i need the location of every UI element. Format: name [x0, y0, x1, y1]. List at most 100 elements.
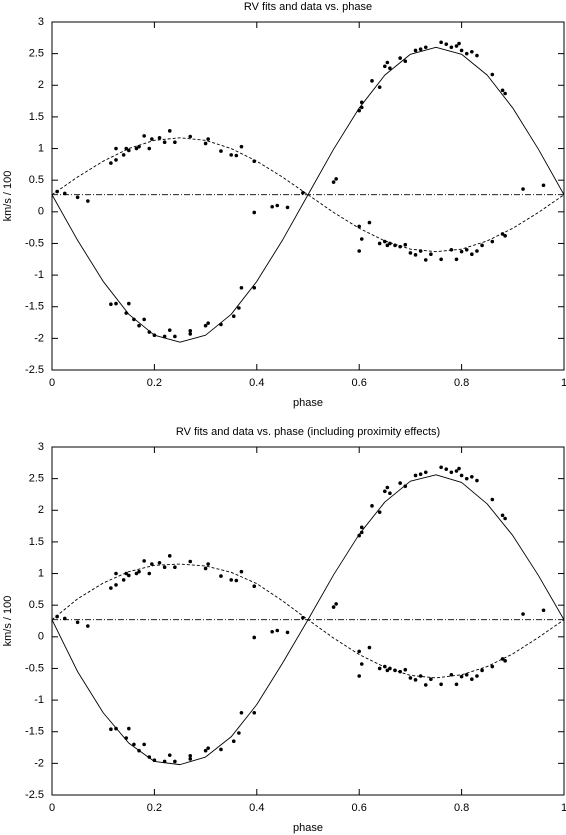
data-point: [383, 489, 387, 494]
data-point: [142, 559, 146, 563]
data-point: [252, 210, 257, 215]
data-point: [157, 560, 162, 565]
data-point: [464, 672, 469, 677]
data-point: [388, 241, 392, 246]
data-point: [439, 682, 443, 687]
data-point: [475, 674, 479, 678]
x-tick-label: 0.6: [352, 802, 367, 814]
data-point: [173, 334, 177, 339]
data-point: [301, 616, 305, 620]
y-tick-label: 0: [38, 206, 44, 218]
data-point: [370, 504, 374, 508]
data-point: [188, 134, 193, 139]
data-point: [162, 565, 167, 570]
data-point: [231, 314, 236, 319]
data-point: [423, 683, 428, 687]
data-point: [464, 51, 469, 56]
data-point: [147, 146, 152, 151]
data-point: [464, 476, 469, 481]
plot-frame: [51, 446, 565, 796]
data-point: [490, 239, 495, 244]
data-point: [541, 608, 546, 613]
y-axis-label: km/s / 100: [2, 171, 14, 222]
data-point: [203, 748, 208, 753]
data-point: [454, 44, 459, 48]
data-point: [439, 465, 443, 470]
data-point: [475, 249, 479, 253]
data-point: [239, 144, 244, 149]
data-point: [503, 234, 507, 238]
y-tick-label: -1.5: [25, 301, 44, 313]
data-point: [403, 484, 408, 489]
data-point: [398, 669, 402, 674]
data-point: [500, 88, 505, 93]
data-point: [359, 525, 364, 530]
data-point: [457, 41, 461, 46]
data-point: [449, 672, 454, 677]
data-point: [541, 183, 546, 188]
data-point: [383, 64, 387, 69]
data-point: [459, 249, 464, 254]
data-point: [188, 757, 193, 761]
data-point: [385, 60, 390, 65]
data-point: [127, 148, 131, 153]
data-point: [124, 146, 129, 151]
data-point: [359, 237, 364, 241]
data-point: [480, 668, 484, 673]
plot-frame: [51, 21, 565, 371]
data-point: [413, 473, 418, 478]
data-point: [75, 620, 80, 625]
data-point: [359, 530, 364, 535]
data-point: [162, 759, 167, 764]
data-point: [439, 257, 443, 262]
data-point: [109, 161, 113, 165]
y-tick-label: 0: [38, 631, 44, 643]
y-tick-label: 1: [38, 142, 44, 154]
data-point: [357, 108, 362, 113]
data-point: [359, 662, 364, 666]
data-point: [142, 742, 146, 747]
data-point: [393, 668, 397, 673]
data-point: [237, 731, 241, 735]
data-point: [418, 472, 423, 477]
data-point: [162, 140, 167, 145]
data-point: [357, 224, 362, 229]
data-point: [490, 72, 495, 77]
data-point: [357, 249, 362, 253]
data-point: [503, 91, 507, 96]
data-point: [150, 562, 154, 566]
data-point: [385, 485, 390, 490]
x-tick-label: 0.8: [454, 377, 469, 389]
data-point: [403, 59, 408, 64]
data-point: [188, 328, 193, 333]
y-tick-label: 0.5: [29, 174, 44, 186]
data-point: [114, 301, 118, 306]
data-point: [147, 330, 152, 334]
data-point: [334, 602, 338, 606]
data-point: [157, 135, 162, 140]
data-point: [237, 306, 241, 310]
data-point: [132, 317, 136, 322]
data-point: [275, 203, 280, 208]
data-point: [398, 56, 402, 60]
data-point: [385, 243, 390, 248]
data-point: [173, 759, 177, 764]
data-point: [449, 470, 454, 475]
data-point: [357, 674, 362, 678]
data-point: [357, 533, 362, 538]
y-tick-label: -0.5: [25, 662, 44, 674]
data-point: [63, 191, 67, 196]
data-point: [470, 49, 474, 54]
y-tick-label: -1: [34, 694, 44, 706]
data-point: [252, 584, 257, 588]
data-point: [439, 40, 443, 45]
data-point: [475, 53, 479, 58]
data-point: [275, 628, 280, 633]
data-point: [454, 257, 459, 262]
x-tick-label: 0: [49, 377, 55, 389]
y-axis-label: km/s / 100: [2, 596, 14, 647]
data-point: [503, 659, 507, 663]
data-point: [231, 739, 236, 744]
data-point: [127, 301, 131, 306]
data-point: [124, 571, 129, 576]
